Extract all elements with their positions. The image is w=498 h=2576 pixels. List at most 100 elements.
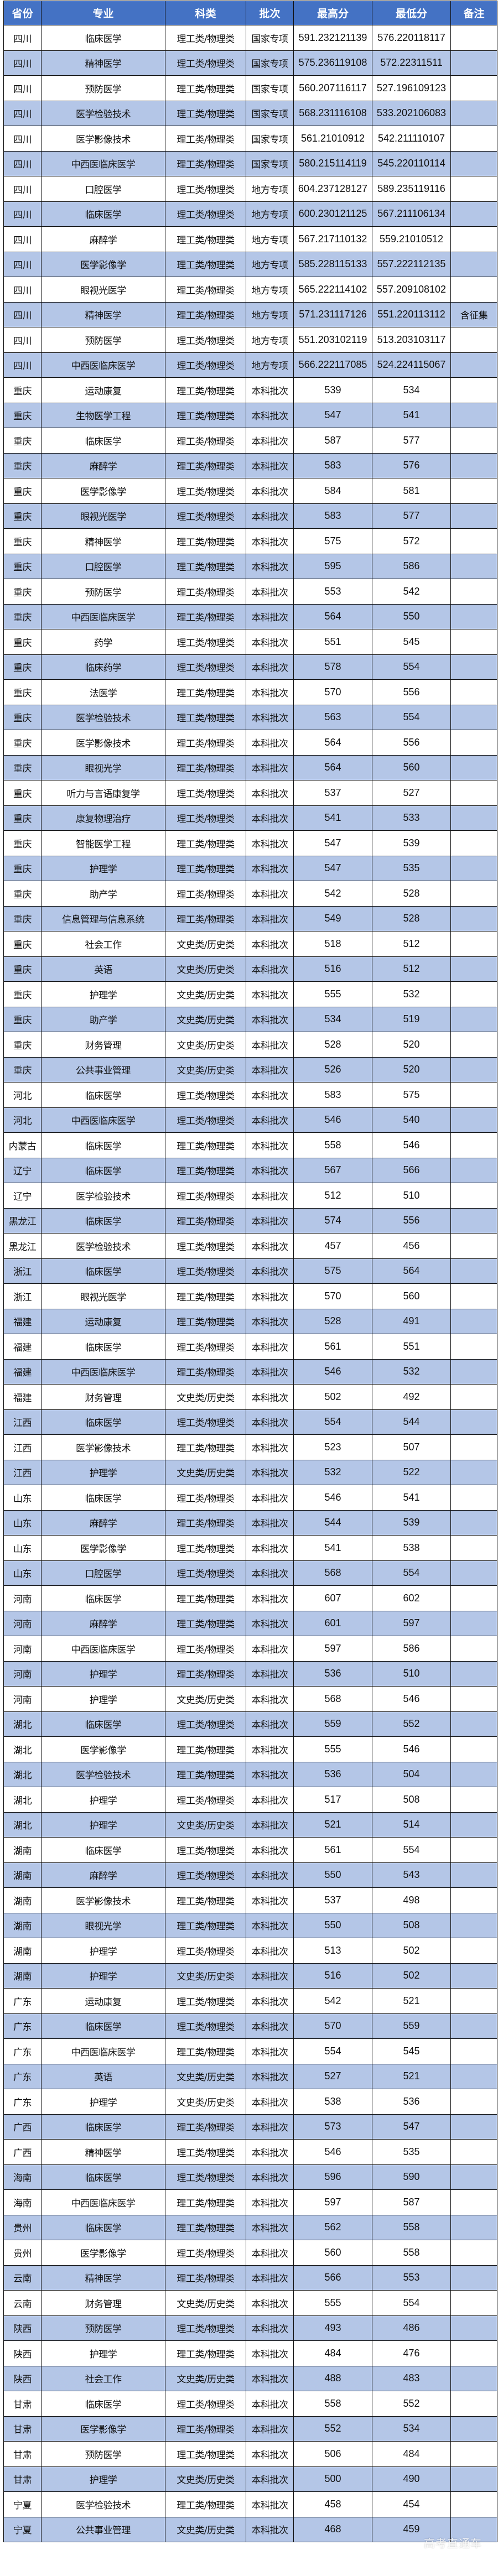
cell-note xyxy=(450,579,497,605)
cell-subject-type: 理工类/物理类 xyxy=(165,1560,246,1586)
cell-note xyxy=(450,1535,497,1561)
cell-note xyxy=(450,1107,497,1133)
cell-subject-type: 理工类/物理类 xyxy=(165,1887,246,1913)
cell-min-score: 554 xyxy=(372,704,451,730)
table-row: 河南 护理学 理工类/物理类 本科批次 536 510 xyxy=(3,1661,497,1687)
cell-subject-type: 理工类/物理类 xyxy=(165,1132,246,1158)
cell-subject-type: 理工类/物理类 xyxy=(165,579,246,605)
cell-note xyxy=(450,2391,497,2417)
cell-max-score: 566.222117085 xyxy=(293,352,372,378)
cell-major: 眼视光学 xyxy=(41,1912,165,1938)
cell-major: 社会工作 xyxy=(41,2365,165,2391)
cell-max-score: 528 xyxy=(293,1308,372,1334)
cell-province: 甘肃 xyxy=(3,2416,42,2442)
cell-max-score: 555 xyxy=(293,2290,372,2316)
cell-province: 重庆 xyxy=(3,881,42,907)
table-row: 云南 财务管理 文史类/历史类 本科批次 555 554 xyxy=(3,2290,497,2316)
cell-note xyxy=(450,1636,497,1662)
cell-province: 重庆 xyxy=(3,1032,42,1058)
cell-min-score: 557.222112135 xyxy=(372,251,451,277)
cell-major: 医学影像技术 xyxy=(41,1887,165,1913)
cell-province: 江西 xyxy=(3,1409,42,1435)
cell-min-score: 541 xyxy=(372,402,451,428)
cell-note xyxy=(450,478,497,504)
column-header-note: 备注 xyxy=(450,1,497,25)
cell-batch: 地方专项 xyxy=(246,301,294,327)
cell-major: 医学影像学 xyxy=(41,2416,165,2442)
table-row: 辽宁 医学检验技术 理工类/物理类 本科批次 512 510 xyxy=(3,1183,497,1209)
cell-note xyxy=(450,176,497,202)
cell-max-score: 551 xyxy=(293,629,372,655)
cell-province: 湖南 xyxy=(3,1912,42,1938)
cell-min-score: 559.21010512 xyxy=(372,226,451,252)
cell-max-score: 488 xyxy=(293,2365,372,2391)
cell-major: 医学影像学 xyxy=(41,251,165,277)
table-row: 重庆 眼视光医学 理工类/物理类 本科批次 583 577 xyxy=(3,503,497,529)
cell-batch: 国家专项 xyxy=(246,75,294,101)
cell-province: 云南 xyxy=(3,2265,42,2291)
cell-province: 河南 xyxy=(3,1686,42,1712)
cell-min-score: 492 xyxy=(372,1384,451,1410)
cell-note xyxy=(450,2038,497,2064)
cell-major: 医学检验技术 xyxy=(41,1183,165,1209)
cell-major: 护理学 xyxy=(41,1787,165,1813)
cell-max-score: 549 xyxy=(293,905,372,931)
cell-note xyxy=(450,1988,497,2014)
cell-max-score: 575 xyxy=(293,1258,372,1284)
cell-batch: 本科批次 xyxy=(246,428,294,454)
table-row: 湖南 麻醉学 理工类/物理类 本科批次 550 543 xyxy=(3,1862,497,1888)
cell-min-score: 507 xyxy=(372,1434,451,1460)
table-body: 四川 临床医学 理工类/物理类 国家专项 591.232121139 576.220118… xyxy=(3,25,497,2542)
cell-province: 山东 xyxy=(3,1535,42,1561)
cell-subject-type: 理工类/物理类 xyxy=(165,2214,246,2240)
cell-note xyxy=(450,2466,497,2492)
cell-major: 护理学 xyxy=(41,1963,165,1989)
cell-batch: 本科批次 xyxy=(246,2189,294,2215)
cell-max-score: 558 xyxy=(293,1132,372,1158)
cell-batch: 本科批次 xyxy=(246,1837,294,1863)
cell-major: 康复物理治疗 xyxy=(41,805,165,831)
cell-min-score: 538 xyxy=(372,1535,451,1561)
table-row: 广东 护理学 文史类/历史类 本科批次 538 536 xyxy=(3,2089,497,2115)
cell-batch: 本科批次 xyxy=(246,1132,294,1158)
cell-min-score: 566 xyxy=(372,1157,451,1183)
cell-province: 福建 xyxy=(3,1359,42,1385)
cell-batch: 本科批次 xyxy=(246,377,294,403)
table-row: 山东 麻醉学 理工类/物理类 本科批次 544 539 xyxy=(3,1510,497,1536)
cell-note xyxy=(450,2441,497,2467)
cell-major: 财务管理 xyxy=(41,1384,165,1410)
cell-min-score: 558 xyxy=(372,2240,451,2266)
cell-subject-type: 理工类/物理类 xyxy=(165,730,246,756)
cell-major: 信息管理与信息系统 xyxy=(41,905,165,931)
cell-province: 广西 xyxy=(3,2139,42,2165)
table-row: 四川 中西医临床医学 理工类/物理类 地方专项 566.222117085 524.224… xyxy=(3,352,497,378)
cell-min-score: 512 xyxy=(372,956,451,982)
cell-note xyxy=(450,629,497,655)
cell-batch: 本科批次 xyxy=(246,478,294,504)
cell-max-score: 578 xyxy=(293,654,372,680)
cell-major: 眼视光学 xyxy=(41,754,165,780)
cell-note xyxy=(450,1258,497,1284)
cell-province: 河南 xyxy=(3,1585,42,1611)
cell-major: 护理学 xyxy=(41,855,165,881)
cell-subject-type: 理工类/物理类 xyxy=(165,905,246,931)
cell-note xyxy=(450,1006,497,1032)
table-row: 重庆 财务管理 文史类/历史类 本科批次 528 520 xyxy=(3,1032,497,1058)
cell-major: 药学 xyxy=(41,629,165,655)
cell-note xyxy=(450,251,497,277)
table-row: 重庆 医学影像学 理工类/物理类 本科批次 584 581 xyxy=(3,478,497,504)
cell-subject-type: 理工类/物理类 xyxy=(165,327,246,353)
cell-max-score: 506 xyxy=(293,2441,372,2467)
table-row: 重庆 眼视光学 理工类/物理类 本科批次 564 560 xyxy=(3,754,497,780)
cell-subject-type: 理工类/物理类 xyxy=(165,478,246,504)
cell-note xyxy=(450,1082,497,1108)
cell-major: 预防医学 xyxy=(41,2315,165,2341)
cell-batch: 本科批次 xyxy=(246,956,294,982)
table-row: 山东 医学影像学 理工类/物理类 本科批次 541 538 xyxy=(3,1535,497,1561)
cell-max-score: 544 xyxy=(293,1510,372,1536)
table-row: 湖北 临床医学 理工类/物理类 本科批次 559 552 xyxy=(3,1711,497,1737)
cell-max-score: 555 xyxy=(293,1736,372,1762)
cell-subject-type: 文史类/历史类 xyxy=(165,2290,246,2316)
cell-max-score: 553 xyxy=(293,579,372,605)
cell-batch: 本科批次 xyxy=(246,1308,294,1334)
